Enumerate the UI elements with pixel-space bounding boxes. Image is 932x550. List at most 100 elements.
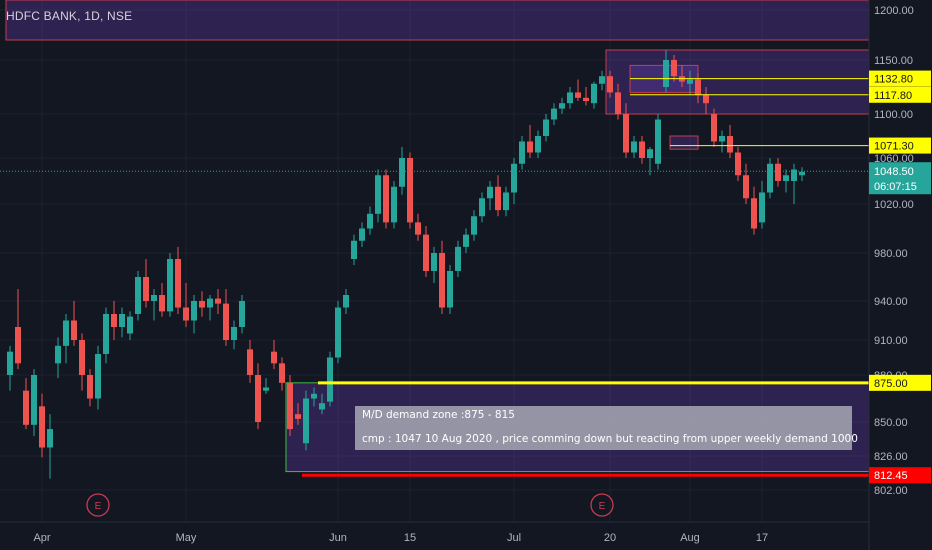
y-tick-label: 826.00 xyxy=(874,451,908,463)
earnings-event-icon xyxy=(86,493,110,517)
candle-body xyxy=(423,234,429,271)
candle-body xyxy=(183,307,189,321)
level-price-label: 875.00 xyxy=(874,378,908,390)
annotation-line-1: M/D demand zone :875 - 815 xyxy=(362,409,515,421)
candle-body xyxy=(231,327,237,340)
level-price-badge xyxy=(869,70,931,87)
candle-body xyxy=(711,114,717,142)
candle-body xyxy=(447,271,453,308)
candle-body xyxy=(295,414,301,419)
candle-body xyxy=(703,94,709,104)
candle-body xyxy=(615,92,621,114)
annotation-note[interactable]: M/D demand zone :875 - 815 cmp : 1047 10… xyxy=(355,406,858,450)
candle-body xyxy=(399,158,405,187)
candle-body xyxy=(351,240,357,259)
candle-body xyxy=(7,351,13,375)
candle-body xyxy=(15,327,21,364)
candle-body xyxy=(559,103,565,109)
annotation-line-2: cmp : 1047 10 Aug 2020 , price comming d… xyxy=(362,433,858,445)
candle-body xyxy=(487,186,493,199)
candle-body xyxy=(135,277,141,314)
candle-body xyxy=(607,76,613,93)
x-tick-label: 20 xyxy=(604,532,616,544)
candle-body xyxy=(751,198,757,229)
candle-body xyxy=(455,246,461,271)
level-price-badge xyxy=(869,86,931,103)
earnings-event-icon xyxy=(590,493,614,517)
candle-body xyxy=(567,92,573,104)
candle-body xyxy=(631,141,637,153)
candle-body xyxy=(599,76,605,84)
candle-body xyxy=(287,382,293,430)
candle-body xyxy=(695,79,701,95)
candle-body xyxy=(311,393,317,399)
y-tick-label: 850.00 xyxy=(874,417,908,429)
candle-body xyxy=(199,301,205,308)
level-price-label: 812.45 xyxy=(874,470,908,482)
supply-zone xyxy=(669,135,699,150)
last-price-label: 1048.50 xyxy=(874,166,914,178)
candle-body xyxy=(207,298,213,308)
candle-body xyxy=(431,253,437,271)
x-tick-label: 15 xyxy=(404,532,416,544)
candle-body xyxy=(367,213,373,229)
candle-body xyxy=(535,136,541,153)
candle-body xyxy=(103,314,109,354)
candle-body xyxy=(439,253,445,308)
candle-body xyxy=(95,354,101,399)
candle-body xyxy=(55,345,61,364)
x-tick-label: Aug xyxy=(680,532,700,544)
candle-body xyxy=(551,108,557,120)
candle-body xyxy=(759,192,765,223)
candle-body xyxy=(39,406,45,448)
countdown-label: 06:07:15 xyxy=(874,181,917,193)
candle-body xyxy=(511,163,517,193)
candle-body xyxy=(623,114,629,153)
candle-body xyxy=(71,320,77,340)
candle-body xyxy=(783,175,789,181)
candle-body xyxy=(463,234,469,247)
earnings-event-label: E xyxy=(95,501,102,512)
candle-body xyxy=(415,222,421,235)
candle-body xyxy=(735,152,741,176)
candle-body xyxy=(175,259,181,308)
x-tick-label: May xyxy=(176,532,197,544)
candle-body xyxy=(359,228,365,241)
y-tick-label: 1020.00 xyxy=(874,199,914,211)
candle-body xyxy=(479,198,485,217)
y-tick-label: 1060.00 xyxy=(874,153,914,165)
candle-body xyxy=(119,314,125,327)
level-price-badge xyxy=(869,374,931,391)
candle-body xyxy=(319,403,325,410)
x-tick-label: Jul xyxy=(507,532,521,544)
candle-body xyxy=(151,295,157,301)
candle-body xyxy=(63,320,69,346)
candle-body xyxy=(79,340,85,375)
candle-body xyxy=(503,192,509,211)
candle-body xyxy=(495,186,501,211)
candle-body xyxy=(743,175,749,199)
supply-zone xyxy=(605,49,870,115)
candle-body xyxy=(375,175,381,214)
x-tick-label: Apr xyxy=(33,532,50,544)
candle-body xyxy=(143,277,149,301)
level-price-badge xyxy=(869,137,931,154)
candle-body xyxy=(87,375,93,399)
candle-body xyxy=(127,316,133,334)
candle-body xyxy=(335,307,341,358)
candle-body xyxy=(159,295,165,312)
candle-body xyxy=(279,363,285,383)
y-tick-label: 980.00 xyxy=(874,248,908,260)
y-tick-label: 802.00 xyxy=(874,485,908,497)
candle-body xyxy=(727,136,733,153)
x-tick-label: Jun xyxy=(329,532,347,544)
candle-body xyxy=(47,429,53,448)
y-tick-label: 1100.00 xyxy=(874,109,913,121)
candle-body xyxy=(775,163,781,181)
candle-body xyxy=(167,259,173,312)
candle-body xyxy=(639,141,645,158)
last-price-badge xyxy=(869,162,931,195)
candle-body xyxy=(671,60,677,77)
level-price-badge xyxy=(869,467,931,484)
